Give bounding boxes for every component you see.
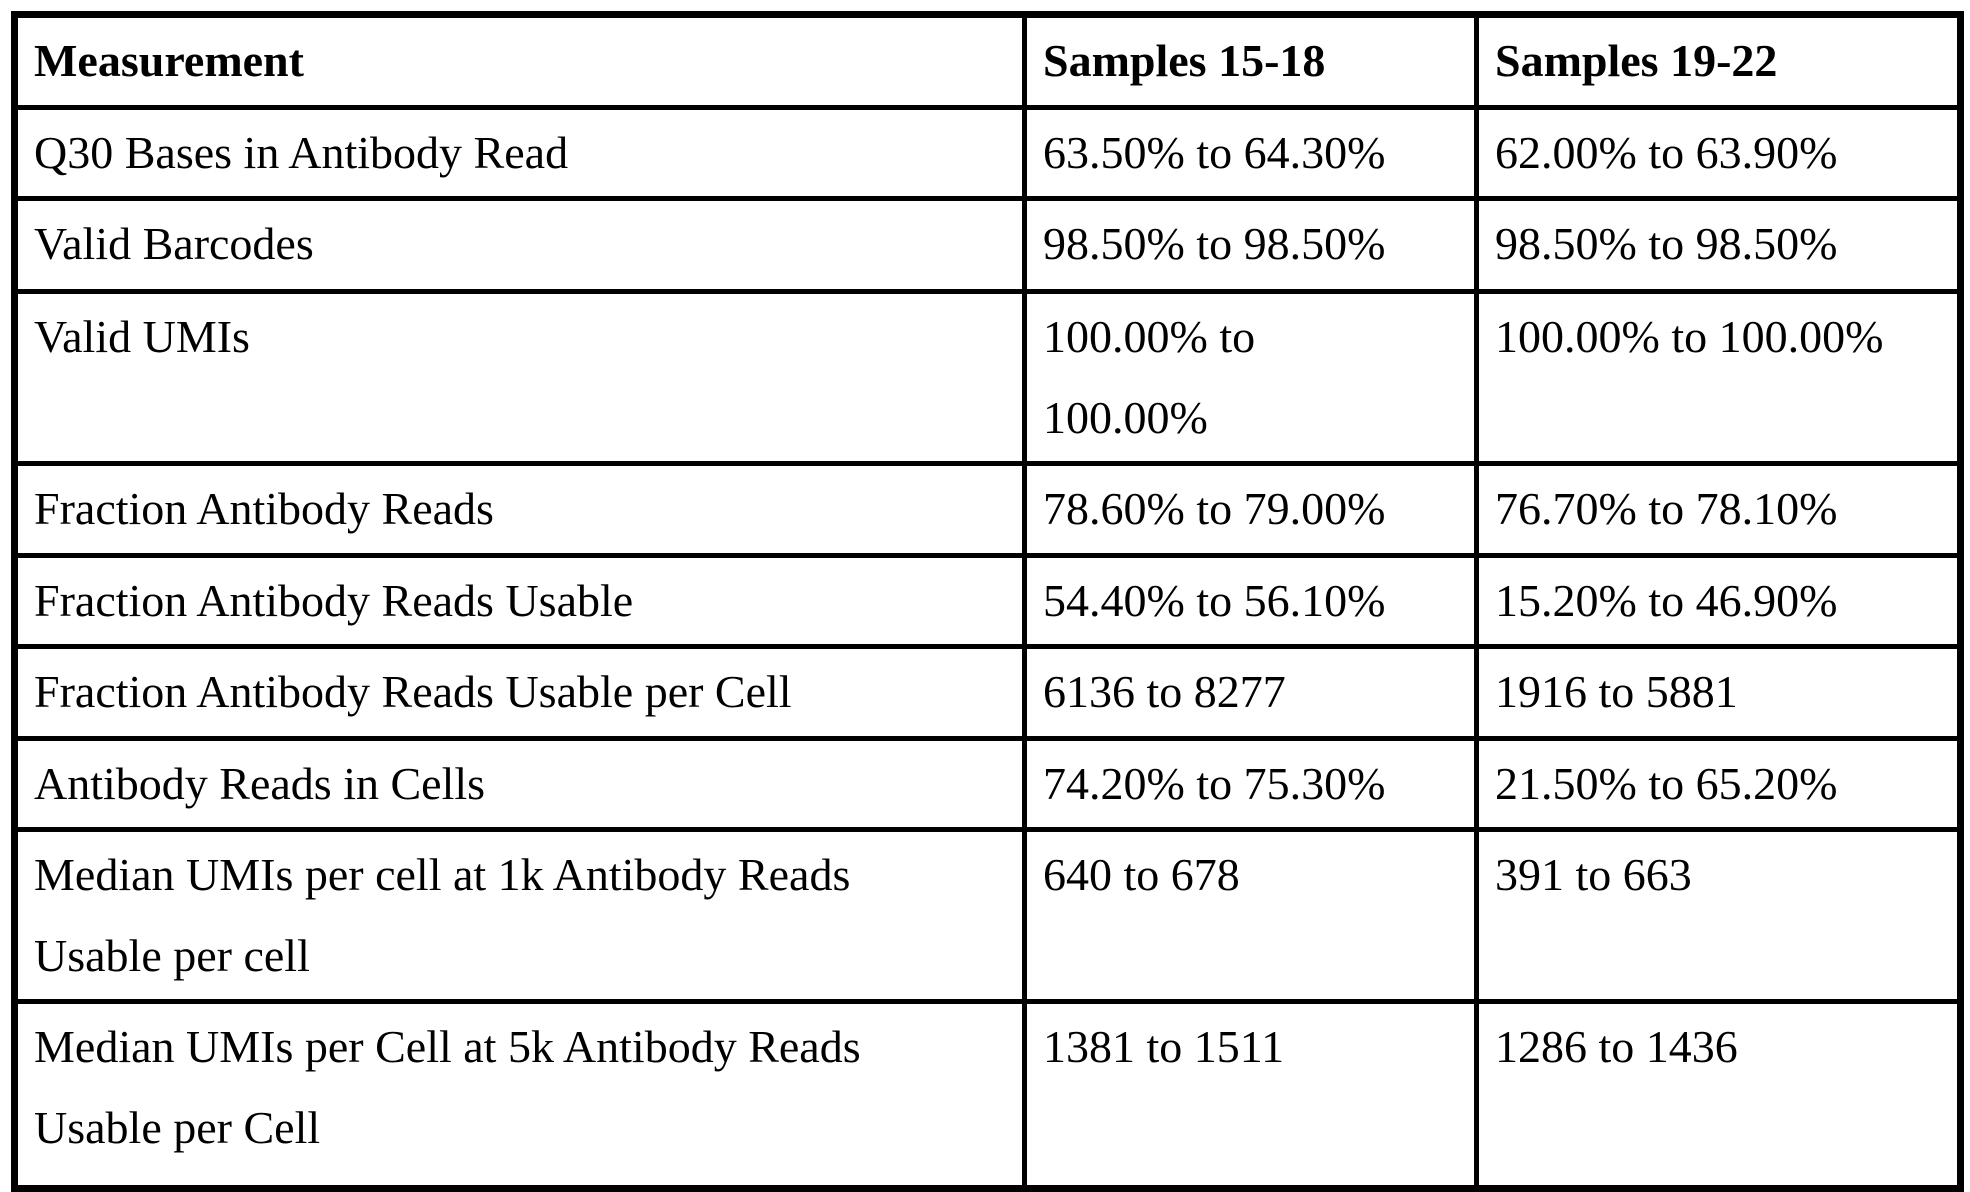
value-cell: 6136 to 8277 — [1022, 644, 1479, 741]
measurement-cell: Median UMIs per Cell at 5k Antibody Read… — [12, 999, 1027, 1191]
value-cell: 1286 to 1436 — [1474, 999, 1963, 1191]
table-row: Median UMIs per cell at 1k Antibody Read… — [12, 827, 1963, 1004]
measurement-cell: Antibody Reads in Cells — [12, 735, 1027, 832]
value-cell: 78.60% to 79.00% — [1022, 461, 1479, 558]
table-row: Valid UMIs 100.00% to 100.00% 100.00% to 1… — [12, 289, 1963, 466]
value-cell: 21.50% to 65.20% — [1474, 735, 1963, 832]
measurement-cell: Fraction Antibody Reads Usable — [12, 552, 1027, 649]
value-cell: 15.20% to 46.90% — [1474, 552, 1963, 649]
measurement-cell: Valid UMIs — [12, 289, 1027, 466]
value-cell: 98.50% to 98.50% — [1022, 196, 1479, 294]
table-row: Fraction Antibody Reads Usable 54.40% to … — [12, 552, 1963, 649]
value-cell: 391 to 663 — [1474, 827, 1963, 1004]
table-row: Fraction Antibody Reads 78.60% to 79.00% 7… — [12, 461, 1963, 558]
measurements-table: Measurement Samples 15-18 Samples 19-22 … — [11, 11, 1964, 1192]
column-header-samples-15-18: Samples 15-18 — [1022, 12, 1479, 110]
value-cell: 63.50% to 64.30% — [1022, 104, 1479, 201]
value-cell: 74.20% to 75.30% — [1022, 735, 1479, 832]
measurement-cell: Fraction Antibody Reads — [12, 461, 1027, 558]
measurement-cell: Valid Barcodes — [12, 196, 1027, 294]
column-header-samples-19-22: Samples 19-22 — [1474, 12, 1963, 110]
measurement-cell: Q30 Bases in Antibody Read — [12, 104, 1027, 201]
header-row: Measurement Samples 15-18 Samples 19-22 — [12, 12, 1963, 110]
column-header-measurement: Measurement — [12, 12, 1027, 110]
value-cell: 98.50% to 98.50% — [1474, 196, 1963, 294]
table-row: Valid Barcodes 98.50% to 98.50% 98.50% to … — [12, 196, 1963, 294]
measurement-cell: Median UMIs per cell at 1k Antibody Read… — [12, 827, 1027, 1004]
table-row: Fraction Antibody Reads Usable per Cell 6… — [12, 644, 1963, 741]
value-cell: 1381 to 1511 — [1022, 999, 1479, 1191]
value-cell: 640 to 678 — [1022, 827, 1479, 1004]
table-row: Q30 Bases in Antibody Read 63.50% to 64.3… — [12, 104, 1963, 201]
measurement-cell: Fraction Antibody Reads Usable per Cell — [12, 644, 1027, 741]
table-row: Antibody Reads in Cells 74.20% to 75.30% 2… — [12, 735, 1963, 832]
value-cell: 76.70% to 78.10% — [1474, 461, 1963, 558]
value-cell: 1916 to 5881 — [1474, 644, 1963, 741]
value-cell: 62.00% to 63.90% — [1474, 104, 1963, 201]
value-cell: 54.40% to 56.10% — [1022, 552, 1479, 649]
value-cell: 100.00% to 100.00% — [1474, 289, 1963, 466]
table-row: Median UMIs per Cell at 5k Antibody Read… — [12, 999, 1963, 1191]
value-cell: 100.00% to 100.00% — [1022, 289, 1479, 466]
